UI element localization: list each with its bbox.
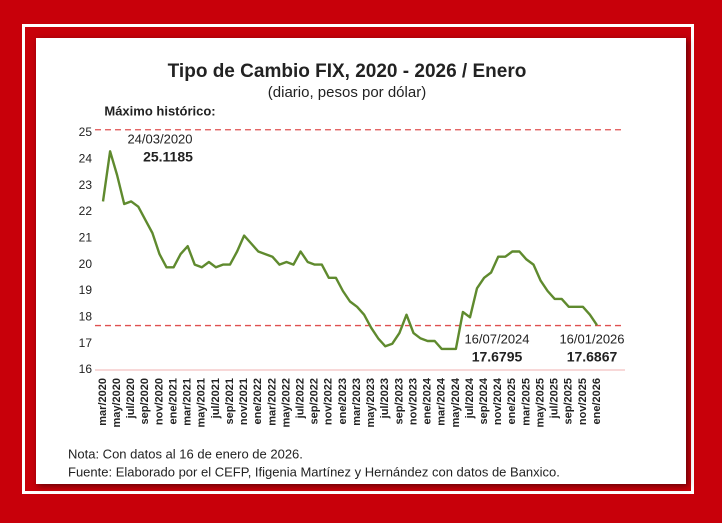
x-tick-label: sep/2025 <box>563 378 575 424</box>
y-tick-label: 24 <box>79 151 93 165</box>
annotation-value: 25.1185 <box>143 149 193 165</box>
x-tick-label: sep/2024 <box>478 377 490 424</box>
x-tick-label: ene/2025 <box>506 378 518 424</box>
source: Fuente: Elaborado por el CEFP, Ifigenia … <box>68 464 560 479</box>
x-tick-label: mar/2021 <box>182 378 194 426</box>
x-tick-label: ene/2024 <box>422 377 434 424</box>
x-tick-label: nov/2024 <box>492 377 504 425</box>
y-tick-label: 25 <box>79 125 93 139</box>
x-tick-label: jul/2023 <box>379 378 391 419</box>
annotation-value: 17.6867 <box>567 349 618 365</box>
x-tick-label: mar/2025 <box>520 378 532 426</box>
x-tick-label: mar/2023 <box>351 378 363 426</box>
note: Nota: Con datos al 16 de enero de 2026. <box>68 446 303 461</box>
x-tick-label: nov/2022 <box>323 378 335 425</box>
y-tick-label: 17 <box>79 336 93 350</box>
x-tick-label: ene/2026 <box>591 378 603 424</box>
y-tick-label: 22 <box>79 204 93 218</box>
y-tick-label: 19 <box>79 283 93 297</box>
y-tick-label: 20 <box>79 257 93 271</box>
x-tick-label: nov/2020 <box>153 378 165 425</box>
chart-title: Tipo de Cambio FIX, 2020 - 2026 / Enero <box>168 61 527 82</box>
y-tick-label: 18 <box>79 309 93 323</box>
x-tick-label: may/2024 <box>450 377 462 427</box>
frame-line <box>22 24 694 494</box>
panel <box>36 38 686 484</box>
x-tick-label: mar/2024 <box>436 377 448 426</box>
x-tick-label: nov/2023 <box>407 378 419 425</box>
x-tick-label: may/2022 <box>280 378 292 428</box>
x-tick-label: jul/2021 <box>210 378 222 419</box>
x-tick-label: may/2021 <box>196 378 208 428</box>
x-tick-label: mar/2020 <box>97 378 109 426</box>
x-tick-label: ene/2023 <box>337 378 349 424</box>
x-tick-label: sep/2020 <box>139 378 151 424</box>
y-tick-label: 23 <box>79 178 93 192</box>
x-tick-label: sep/2021 <box>224 378 236 424</box>
x-tick-label: may/2020 <box>111 378 123 428</box>
x-tick-label: nov/2021 <box>238 378 250 425</box>
x-tick-label: ene/2021 <box>167 378 179 424</box>
x-tick-label: sep/2022 <box>309 378 321 424</box>
annotation-title: Máximo histórico: <box>104 103 215 118</box>
x-tick-label: jul/2024 <box>464 377 476 419</box>
x-tick-label: may/2025 <box>534 378 546 428</box>
y-tick-label: 16 <box>79 362 93 376</box>
annotation-date: 24/03/2020 <box>127 131 192 146</box>
chart-subtitle: (diario, pesos por dólar) <box>268 84 426 101</box>
x-tick-label: may/2023 <box>365 378 377 428</box>
series-line <box>101 150 598 351</box>
x-tick-label: jul/2020 <box>125 378 137 419</box>
annotation-value: 17.6795 <box>472 349 523 365</box>
x-tick-label: jul/2022 <box>295 378 307 419</box>
x-tick-label: jul/2025 <box>549 378 561 419</box>
x-tick-label: sep/2023 <box>393 378 405 424</box>
annotation-date: 16/07/2024 <box>464 331 529 346</box>
x-tick-label: ene/2022 <box>252 378 264 424</box>
x-tick-label: nov/2025 <box>577 378 589 425</box>
x-tick-label: mar/2022 <box>266 378 278 426</box>
annotation-date: 16/01/2026 <box>559 331 624 346</box>
y-tick-label: 21 <box>79 230 93 244</box>
